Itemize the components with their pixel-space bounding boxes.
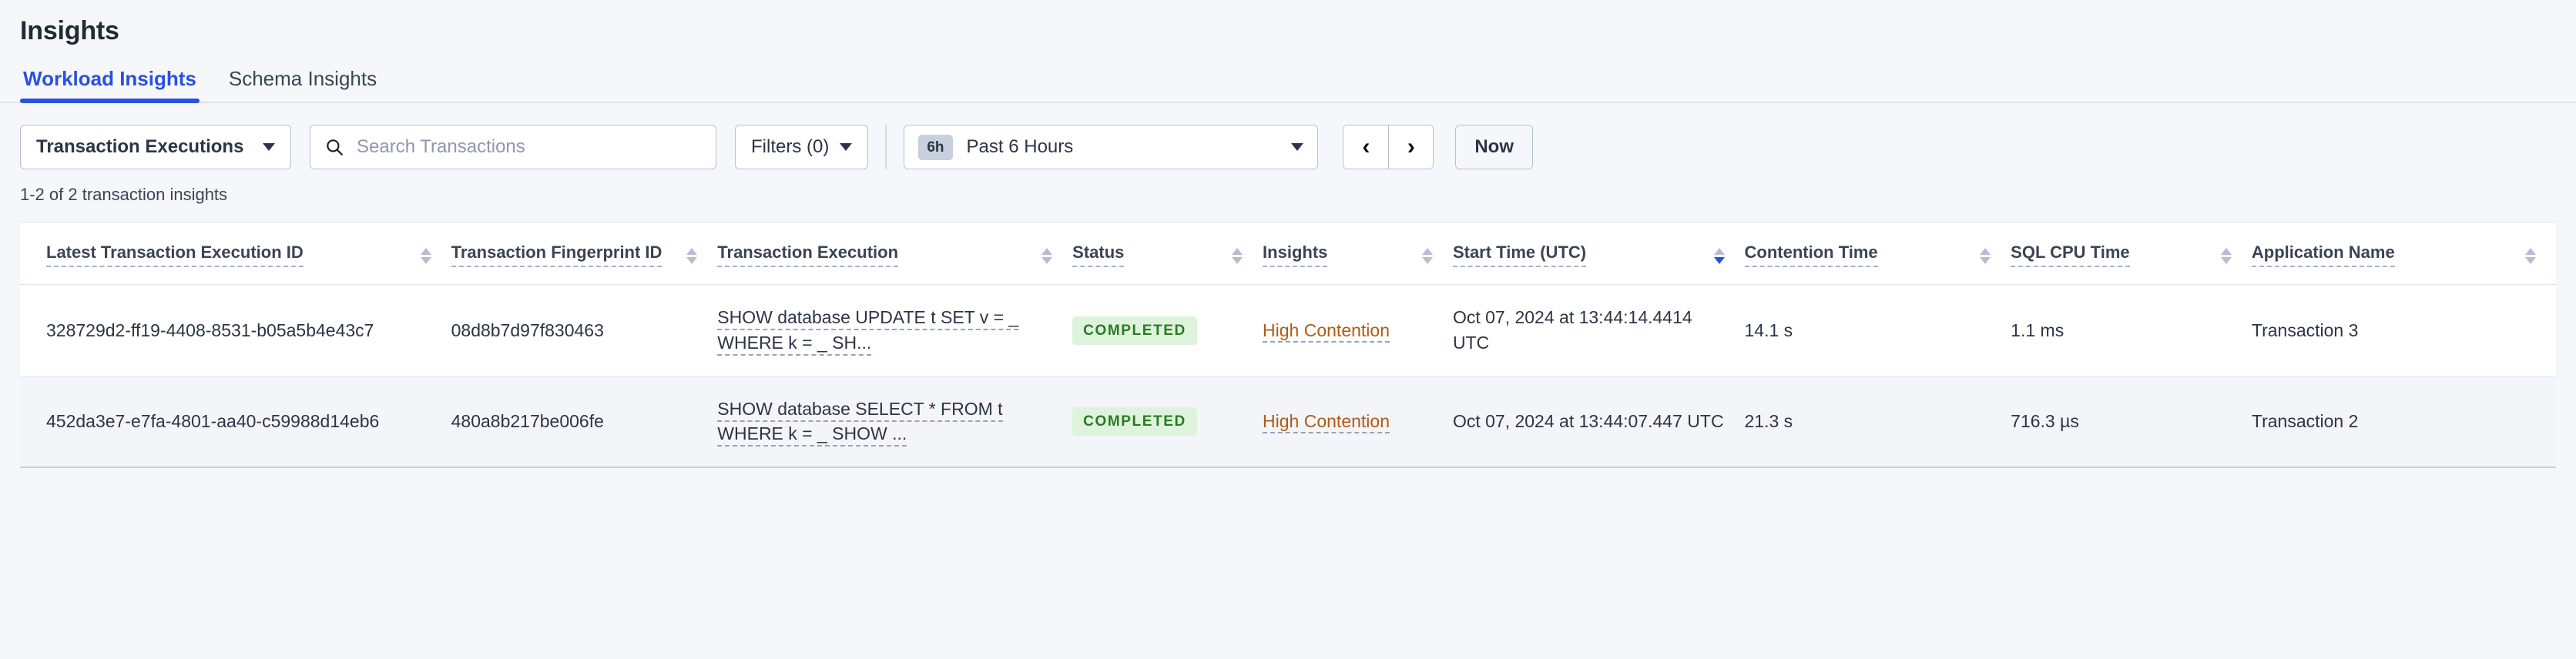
cell-application-name: Transaction 2 — [2251, 411, 2359, 432]
chevron-down-icon — [263, 143, 275, 152]
tab-bar-rule — [0, 100, 2576, 102]
column-header-label: Insights — [1263, 243, 1328, 268]
tab-bar: Workload Insights Schema Insights — [0, 67, 2576, 104]
view-type-dropdown-label: Transaction Executions — [36, 136, 244, 158]
column-header-label: Application Name — [2251, 243, 2395, 268]
column-header-label: Transaction Execution — [717, 243, 899, 268]
cell-start-time: Oct 07, 2024 at 13:44:14.4414 UTC — [1452, 284, 1745, 376]
table-header-row: Latest Transaction Execution ID Transact… — [20, 222, 2556, 286]
chevron-down-icon — [1291, 143, 1304, 152]
column-header-sql-cpu-time[interactable]: SQL CPU Time — [2011, 222, 2252, 286]
cell-fingerprint-id: 08d8b7d97f830463 — [451, 284, 718, 376]
column-header-label: Transaction Fingerprint ID — [451, 243, 662, 268]
transaction-execution-link[interactable]: SHOW database SELECT * FROM t WHERE k = … — [717, 398, 1003, 447]
column-header-application-name[interactable]: Application Name — [2251, 222, 2556, 286]
cell-status: COMPLETED — [1072, 376, 1263, 467]
column-header-start-time-utc[interactable]: Start Time (UTC) — [1452, 222, 1745, 286]
cell-sql-cpu-time: 1.1 ms — [2011, 284, 2252, 376]
transaction-execution-link[interactable]: SHOW database UPDATE t SET v = _ WHERE k… — [717, 307, 1019, 356]
search-input[interactable]: Search Transactions — [310, 125, 716, 170]
tab-workload-insights-label: Workload Insights — [23, 67, 196, 91]
column-header-insights[interactable]: Insights — [1263, 222, 1453, 286]
sort-toggle[interactable] — [2220, 248, 2232, 267]
column-header-label: Status — [1072, 243, 1125, 268]
insight-link[interactable]: High Contention — [1263, 411, 1390, 434]
column-header-label: Contention Time — [1744, 243, 1878, 268]
cell-fingerprint-id: 480a8b217be006fe — [451, 411, 604, 432]
column-header-label: Latest Transaction Execution ID — [46, 243, 304, 268]
cell-start-time: Oct 07, 2024 at 13:44:07.447 UTC — [1452, 411, 1724, 432]
filters-dropdown-label: Filters (0) — [751, 136, 830, 158]
page-header: Insights — [0, 0, 2576, 45]
cell-insights[interactable]: High Contention — [1263, 376, 1453, 467]
cell-status: COMPLETED — [1072, 284, 1263, 376]
time-range-label: Past 6 Hours — [966, 136, 1074, 158]
time-prev-button[interactable]: ‹ — [1343, 125, 1389, 169]
tab-schema-insights[interactable]: Schema Insights — [226, 69, 380, 103]
sort-toggle[interactable] — [420, 248, 431, 267]
chevron-down-icon — [840, 143, 853, 152]
column-header-latest-transaction-execution-id[interactable]: Latest Transaction Execution ID — [20, 222, 451, 286]
column-header-label: SQL CPU Time — [2011, 243, 2130, 268]
chevron-left-icon: ‹ — [1362, 134, 1370, 160]
filter-toolbar: Transaction Executions Search Transactio… — [0, 103, 2576, 170]
time-range-badge: 6h — [918, 134, 953, 160]
search-icon — [324, 137, 344, 157]
insights-table-card: Latest Transaction Execution ID Transact… — [20, 222, 2556, 469]
toolbar-divider — [885, 125, 887, 170]
sort-toggle[interactable] — [2525, 248, 2536, 267]
chevron-right-icon: › — [1407, 134, 1415, 160]
search-input-placeholder: Search Transactions — [357, 136, 525, 158]
cell-application-name: Transaction 3 — [2251, 284, 2556, 376]
sort-toggle-active-desc[interactable] — [1713, 248, 1725, 267]
time-next-button[interactable]: › — [1388, 125, 1434, 169]
table-header: Latest Transaction Execution ID Transact… — [20, 222, 2556, 286]
tab-schema-insights-label: Schema Insights — [228, 67, 377, 91]
filters-dropdown[interactable]: Filters (0) — [735, 125, 869, 170]
column-header-status[interactable]: Status — [1072, 222, 1263, 286]
cell-sql-cpu-time: 716.3 µs — [2011, 411, 2079, 432]
cell-contention-time: 14.1 s — [1744, 284, 2011, 376]
column-header-transaction-fingerprint-id[interactable]: Transaction Fingerprint ID — [451, 222, 718, 286]
now-button[interactable]: Now — [1455, 125, 1534, 170]
sort-toggle[interactable] — [1421, 248, 1433, 267]
table-row[interactable]: 328729d2-ff19-4408-8531-b05a5b4e43c7 08d… — [20, 284, 2556, 376]
sort-toggle[interactable] — [1980, 248, 1991, 267]
column-header-label: Start Time (UTC) — [1452, 243, 1587, 268]
cell-execution-id: 452da3e7-e7fa-4801-aa40-c59988d14eb6 — [46, 411, 380, 432]
table-body: 328729d2-ff19-4408-8531-b05a5b4e43c7 08d… — [20, 284, 2556, 467]
now-button-label: Now — [1474, 136, 1514, 158]
sort-toggle[interactable] — [686, 248, 698, 267]
column-header-contention-time[interactable]: Contention Time — [1744, 222, 2011, 286]
tab-workload-insights[interactable]: Workload Insights — [20, 67, 200, 104]
tab-bar-bottom-border — [0, 102, 2576, 104]
cell-contention-time: 21.3 s — [1744, 411, 1793, 432]
insight-link[interactable]: High Contention — [1263, 319, 1390, 343]
status-badge: COMPLETED — [1072, 316, 1197, 345]
cell-execution-id: 328729d2-ff19-4408-8531-b05a5b4e43c7 — [20, 284, 451, 376]
cell-transaction-execution[interactable]: SHOW database UPDATE t SET v = _ WHERE k… — [717, 284, 1073, 376]
cell-transaction-execution[interactable]: SHOW database SELECT * FROM t WHERE k = … — [717, 376, 1072, 467]
sort-toggle[interactable] — [1232, 248, 1243, 267]
table-row[interactable]: 452da3e7-e7fa-4801-aa40-c59988d14eb6 480… — [20, 376, 2556, 467]
status-badge: COMPLETED — [1072, 406, 1197, 436]
time-range-dropdown[interactable]: 6h Past 6 Hours — [904, 125, 1319, 170]
cell-insights[interactable]: High Contention — [1263, 284, 1453, 376]
page-title: Insights — [20, 16, 119, 45]
result-count: 1-2 of 2 transaction insights — [20, 185, 228, 205]
insights-table: Latest Transaction Execution ID Transact… — [20, 222, 2556, 467]
view-type-dropdown[interactable]: Transaction Executions — [20, 125, 291, 170]
column-header-transaction-execution[interactable]: Transaction Execution — [717, 222, 1073, 286]
sort-toggle[interactable] — [1041, 248, 1053, 267]
time-nav-group: ‹ › — [1343, 125, 1434, 170]
